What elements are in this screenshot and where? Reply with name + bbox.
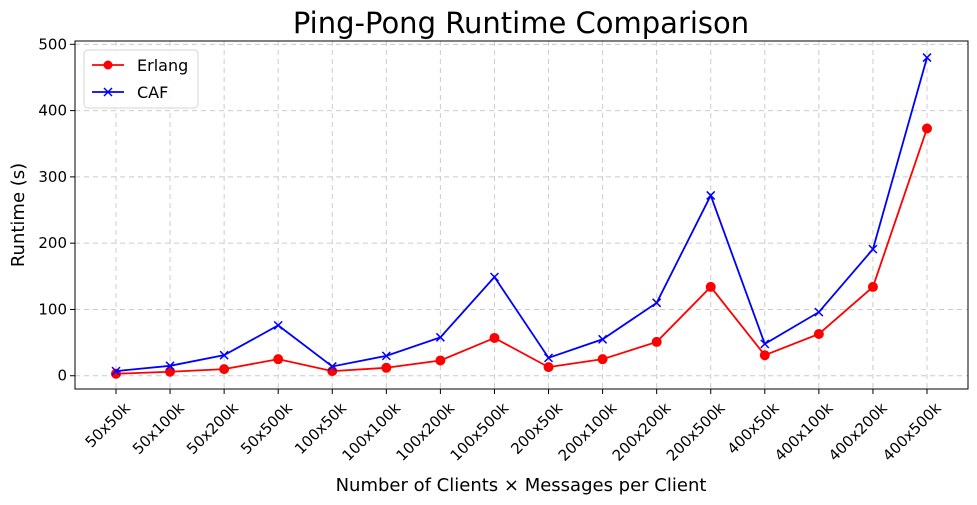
erlang-line: [115, 128, 928, 375]
caf-line: [115, 57, 928, 372]
y-tick-label: 200: [38, 234, 67, 252]
caf-point: [922, 53, 932, 63]
legend-label: Erlang: [137, 56, 188, 75]
y-tick-label: 500: [38, 35, 67, 53]
erlang-point: [435, 355, 446, 366]
erlang-point: [867, 281, 878, 292]
y-axis-title: Runtime (s): [8, 163, 29, 267]
x-tick-label: 50x500k: [237, 399, 296, 458]
caf-point: [165, 361, 175, 371]
x-axis-title: Number of Clients × Messages per Client: [336, 475, 707, 496]
x-tick-label: 100x500k: [447, 399, 513, 465]
y-axis: 0 100 200 300 400 500: [38, 35, 75, 385]
x-tick-label: 50x100k: [129, 399, 188, 458]
legend-marker: [103, 87, 113, 97]
caf-point: [489, 272, 499, 282]
legend-entry-erlang: Erlang: [92, 56, 188, 75]
caf-point: [868, 244, 878, 254]
caf-point: [814, 307, 824, 317]
x-tick-label: 400x500k: [879, 399, 945, 465]
x-tick-label: 200x500k: [663, 399, 729, 465]
erlang-point: [597, 354, 608, 365]
y-tick-label: 100: [38, 300, 67, 318]
erlang-point: [922, 123, 932, 134]
caf-point: [435, 332, 445, 342]
erlang-point: [219, 364, 230, 375]
erlang-point: [705, 281, 716, 292]
caf-point: [111, 366, 121, 376]
legend-entry-caf: CAF: [92, 83, 168, 102]
legend: Erlang CAF: [83, 49, 199, 109]
erlang-point: [543, 362, 554, 373]
chart-title: Ping-Pong Runtime Comparison: [293, 6, 749, 40]
x-tick-label: 50x200k: [183, 399, 242, 458]
erlang-point: [273, 354, 284, 365]
legend-label: CAF: [137, 83, 168, 102]
plot-frame: [74, 40, 969, 390]
grid-lines: [75, 41, 968, 389]
caf-point: [381, 351, 391, 361]
caf-point: [706, 190, 716, 200]
erlang-point: [489, 332, 500, 343]
caf-point: [544, 353, 554, 363]
x-axis: 50x50k50x100k50x200k50x500k100x50k100x10…: [82, 389, 945, 465]
erlang-point: [327, 366, 338, 377]
erlang-point: [759, 350, 770, 361]
y-tick-label: 0: [57, 367, 67, 385]
erlang-point: [381, 362, 392, 373]
caf-point: [760, 339, 770, 349]
legend-marker: [103, 60, 113, 70]
series-layer: [111, 53, 932, 379]
erlang-point: [813, 328, 824, 339]
x-tick-label: 50x50k: [82, 399, 134, 451]
y-tick-label: 300: [38, 168, 67, 186]
caf-point: [327, 361, 337, 371]
caf-point: [273, 320, 283, 330]
erlang-point: [165, 366, 176, 377]
y-tick-label: 400: [38, 102, 67, 120]
erlang-point: [651, 336, 662, 347]
caf-point: [598, 334, 608, 344]
caf-point: [219, 350, 229, 360]
caf-point: [652, 298, 662, 308]
